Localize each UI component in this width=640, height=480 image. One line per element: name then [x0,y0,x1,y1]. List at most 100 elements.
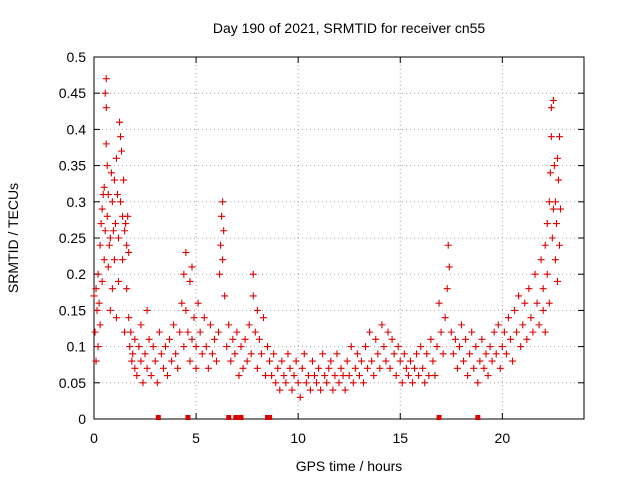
data-point [155,328,163,336]
data-point [482,350,490,358]
data-point [106,306,114,314]
data-point [180,343,188,351]
data-point [107,169,115,177]
data-point [386,364,394,372]
data-point [349,379,357,387]
data-point [103,212,111,220]
data-point [376,364,384,372]
data-point [415,372,423,380]
data-point [500,328,508,336]
x-tick-label: 20 [495,430,511,446]
data-point [460,357,468,365]
data-point [488,357,496,365]
data-point [317,386,325,394]
data-point [194,299,202,307]
data-point [153,379,161,387]
data-point [398,379,406,387]
zero-value-marker [233,415,239,420]
data-point [104,263,112,271]
y-tick-label: 0.25 [59,230,86,246]
data-point [255,335,263,343]
x-tick-label: 10 [290,430,306,446]
data-point [102,104,110,112]
data-point [172,350,180,358]
data-point [118,147,126,155]
data-point [176,328,184,336]
data-point [108,285,116,293]
data-point [196,328,204,336]
axis-ticks: 0 0.05 0.1 0.15 0.2 0.25 0.3 0.35 0.4 0.45 0.5 0 5 10… [59,49,584,446]
data-point [262,372,269,380]
data-point [141,350,149,358]
data-point [325,364,333,372]
data-point [409,379,416,387]
data-point [112,314,120,322]
data-point [433,343,441,351]
data-point [117,198,125,206]
data-point [525,285,533,293]
data-point [400,350,408,358]
zero-value-marker [267,415,273,420]
data-point [188,263,196,271]
y-tick-label: 0 [78,411,86,427]
data-point [339,372,347,380]
data-point [306,386,314,394]
data-point [151,357,159,365]
data-point [341,386,349,394]
data-point [284,350,292,358]
data-point [233,328,241,336]
data-point [541,241,549,249]
data-point [121,328,129,336]
data-point [90,292,98,300]
data-point [186,357,194,365]
data-point [112,154,120,162]
data-point [164,372,171,380]
data-point [259,314,267,322]
data-point [486,343,494,351]
data-point [447,328,455,336]
data-point [380,343,388,351]
data-point [168,357,176,365]
data-point [272,379,280,387]
data-point [121,227,129,235]
data-point [98,205,106,213]
data-point [184,328,192,336]
data-point [413,350,421,358]
data-point [210,335,218,343]
zero-value-marker [436,415,442,420]
data-point [290,372,298,380]
data-point [102,140,110,148]
data-point [315,364,323,372]
data-point [521,299,529,307]
data-point [490,328,498,336]
chart-title: Day 190 of 2021, SRMTID for receiver cn5… [213,20,486,36]
y-tick-label: 0.3 [67,194,87,210]
data-point [166,335,174,343]
data-point [535,321,543,329]
data-point [396,357,404,365]
data-point [93,306,101,314]
data-point [253,306,261,314]
data-point [549,205,557,213]
y-tick-label: 0.45 [59,85,86,101]
data-point [515,292,523,300]
data-point [435,299,443,307]
data-point [417,343,425,351]
data-point [294,379,302,387]
data-point [458,321,465,329]
data-point [431,372,439,380]
data-point [553,277,561,285]
data-point [443,285,451,293]
data-point [143,306,151,314]
data-point [213,357,220,365]
data-point [219,198,227,206]
data-point [174,364,182,372]
data-point [257,350,265,358]
data-point [161,343,169,351]
data-point [276,386,284,394]
data-point [288,386,296,394]
data-point [96,241,104,249]
data-point [249,292,257,300]
data-point [451,335,459,343]
data-point [131,364,139,372]
